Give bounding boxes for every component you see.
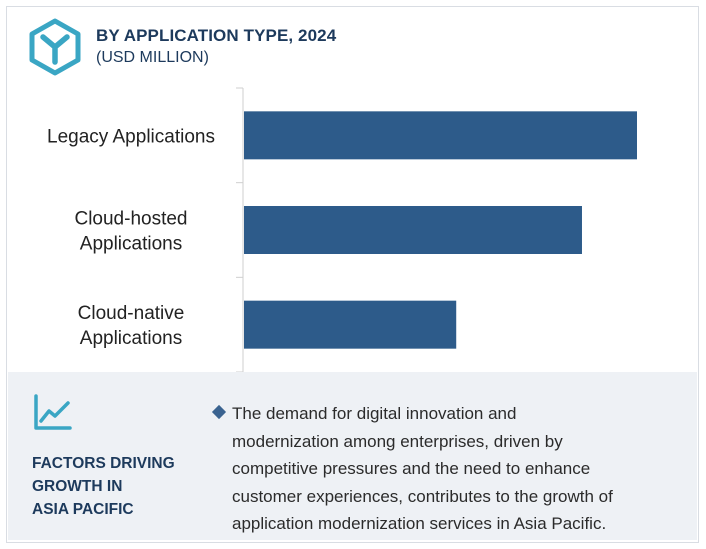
category-label: Cloud-native Applications bbox=[78, 303, 185, 349]
trend-line-icon bbox=[34, 394, 72, 430]
drivers-text-line: modernization among enterprises, driven … bbox=[232, 431, 563, 451]
drivers-heading-line: FACTORS DRIVING bbox=[32, 455, 175, 472]
growth-drivers-panel: FACTORS DRIVING GROWTH IN ASIA PACIFIC T… bbox=[8, 372, 697, 540]
bar bbox=[244, 300, 457, 349]
bar bbox=[244, 111, 637, 160]
drivers-heading-line: ASIA PACIFIC bbox=[32, 501, 134, 518]
drivers-text-line: application modernization services in As… bbox=[232, 514, 607, 533]
category-label: Legacy Applications bbox=[47, 126, 215, 147]
chart-header: BY APPLICATION TYPE, 2024 (USD MILLION) bbox=[96, 26, 336, 67]
chart-title: BY APPLICATION TYPE, 2024 bbox=[96, 26, 337, 45]
bar-chart: Legacy Applications Cloud-hosted Applicati… bbox=[47, 87, 637, 373]
drivers-heading-line: GROWTH IN bbox=[32, 478, 123, 495]
drivers-text: The demand for digital innovation and mo… bbox=[232, 400, 682, 538]
bar bbox=[244, 206, 582, 254]
drivers-heading: FACTORS DRIVING GROWTH IN ASIA PACIFIC bbox=[32, 452, 202, 521]
chart-subtitle: (USD MILLION) bbox=[96, 49, 209, 66]
drivers-text-line: competitive pressures and the need to en… bbox=[232, 459, 591, 478]
category-label: Cloud-hosted Applications bbox=[74, 209, 187, 255]
diamond-bullet-icon bbox=[211, 404, 227, 420]
drivers-text-line: The demand for digital innovation and bbox=[232, 404, 517, 423]
drivers-text-line: customer experiences, contributes to the… bbox=[232, 486, 613, 506]
cube-y-logo-icon bbox=[29, 18, 81, 76]
